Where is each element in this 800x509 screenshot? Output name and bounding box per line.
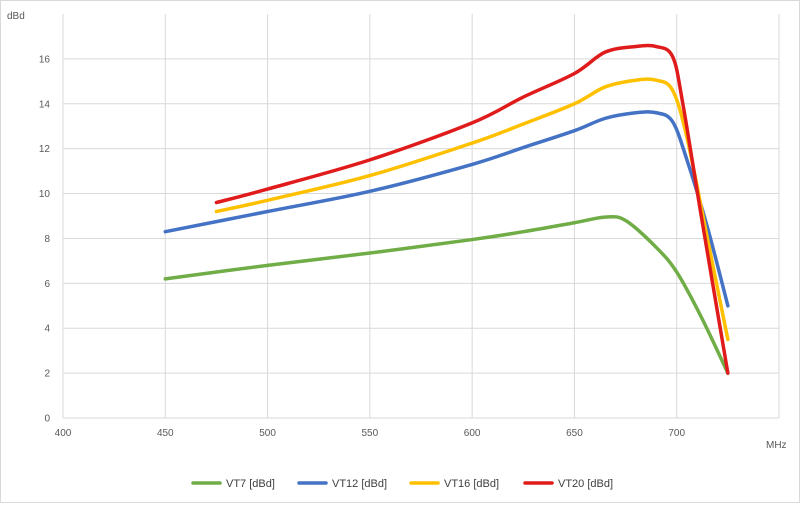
tick-labels: 0 2 4 6 8 10 12 14 16 400 450 500 550 600 650 700 <box>39 54 686 439</box>
y-tick-label: 10 <box>39 189 51 200</box>
series-line-vt7 <box>163 214 730 375</box>
grid-lines <box>62 14 780 419</box>
y-tick-label: 8 <box>44 234 50 245</box>
legend-label: VT12 [dBd] <box>332 478 387 490</box>
series-lines <box>163 43 730 375</box>
y-tick-label: 0 <box>44 414 50 425</box>
x-tick-label: 650 <box>566 428 583 439</box>
series-line-vt20 <box>214 43 730 375</box>
legend-label: VT20 [dBd] <box>558 478 613 490</box>
y-tick-label: 16 <box>39 54 51 65</box>
legend-label: VT16 [dBd] <box>444 478 499 490</box>
x-tick-label: 500 <box>259 428 276 439</box>
x-axis-label: MHz <box>766 440 787 451</box>
y-tick-label: 6 <box>44 279 50 290</box>
y-tick-label: 2 <box>44 369 50 380</box>
legend-label: VT7 [dBd] <box>226 478 275 490</box>
x-tick-label: 700 <box>668 428 685 439</box>
legend: VT7 [dBd] VT12 [dBd] VT16 [dBd] VT20 [dBd] <box>191 478 613 490</box>
x-tick-label: 600 <box>464 428 481 439</box>
y-axis-label: dBd <box>7 11 25 22</box>
x-tick-label: 450 <box>157 428 174 439</box>
y-tick-label: 14 <box>39 99 51 110</box>
x-tick-label: 400 <box>55 428 72 439</box>
x-tick-label: 550 <box>362 428 379 439</box>
series-line-vt12 <box>163 110 730 308</box>
y-tick-label: 12 <box>39 144 51 155</box>
y-tick-label: 4 <box>44 324 50 335</box>
